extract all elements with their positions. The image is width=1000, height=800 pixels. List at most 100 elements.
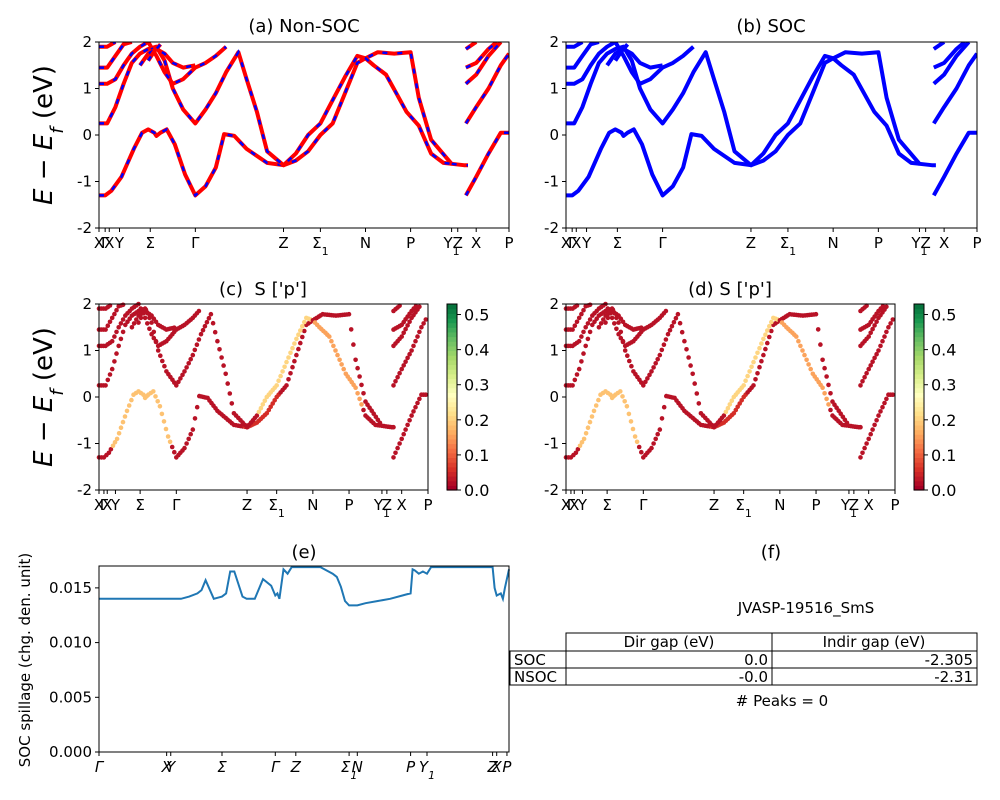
projected-point [290, 364, 295, 370]
projected-point [208, 311, 214, 317]
panel-f-gap-table: (f) JVASP-19516_SmS Dir gap (eV) Indir g… [509, 542, 978, 710]
projected-point [391, 455, 396, 460]
x-tick-label: Z [453, 234, 463, 252]
projected-point [583, 325, 588, 330]
projected-point [276, 378, 281, 384]
plot-background [99, 566, 509, 752]
colorbar-segment [914, 359, 924, 366]
y-tick-label: 0 [82, 126, 92, 144]
projected-point [579, 334, 584, 339]
projected-point [298, 340, 303, 346]
projected-point [888, 321, 893, 326]
projected-point [415, 334, 420, 339]
projected-point [393, 379, 398, 384]
projected-point [198, 331, 204, 337]
projected-point [120, 329, 126, 335]
band-line [464, 52, 509, 125]
projected-point [765, 328, 770, 333]
projected-point [124, 408, 130, 414]
x-tick-label: P [345, 496, 354, 514]
projected-point [219, 355, 224, 360]
projected-point [120, 317, 126, 322]
projected-point [570, 327, 575, 332]
projected-point [757, 345, 762, 351]
projected-point [190, 352, 196, 358]
colorbar-tick-label: 0.2 [931, 411, 956, 430]
x-tick-label: Z [746, 234, 756, 252]
projected-point [824, 374, 829, 379]
colorbar-segment [914, 452, 924, 459]
x-tick-label: Γ [568, 234, 577, 252]
projected-point [616, 331, 621, 337]
panel-e-title: (e) [291, 542, 316, 563]
y-tick-label: 0.005 [49, 688, 92, 706]
y-tick-label: 2 [549, 295, 559, 313]
projected-point [731, 411, 737, 416]
x-tick-label: Σ [135, 496, 144, 514]
colorbar-segment [914, 424, 924, 431]
projected-point [624, 404, 630, 409]
projected-point [329, 338, 334, 344]
projected-point [268, 404, 274, 410]
projected-point [591, 408, 597, 414]
projected-point [114, 329, 119, 335]
projected-point [411, 409, 416, 414]
band-line [932, 52, 977, 125]
projected-point [725, 405, 731, 411]
projected-point [112, 334, 117, 339]
projected-point [653, 361, 658, 366]
peaks-count: # Peaks = 0 [736, 692, 828, 710]
colorbar-segment [447, 392, 457, 398]
colorbar-segment [447, 383, 457, 389]
projected-point [264, 411, 270, 416]
projected-point [397, 441, 402, 446]
projected-point [587, 317, 593, 322]
projected-point [581, 436, 587, 442]
projected-point [844, 423, 849, 428]
projected-point [401, 330, 407, 336]
projected-point [163, 426, 169, 432]
table-cell: -2.305 [925, 651, 973, 669]
projected-point [639, 449, 644, 455]
colorbar-segment [914, 336, 924, 342]
x-tick-label: Γ [271, 758, 281, 776]
projected-point [872, 355, 877, 361]
projected-point [583, 431, 589, 436]
projected-point [651, 441, 656, 446]
projected-point [114, 351, 119, 356]
x-tick-label: X [94, 234, 104, 252]
scatter-points [563, 301, 896, 460]
projected-point [616, 320, 621, 325]
projected-point [215, 338, 220, 344]
projected-point [622, 399, 627, 404]
colorbar-segment [914, 434, 924, 440]
projected-point [765, 340, 770, 346]
x-tick-label: X [397, 496, 407, 514]
projected-point [138, 315, 144, 321]
x-tick-label: Z [278, 234, 288, 252]
panel-b-title: (b) SOC [736, 16, 805, 37]
colorbar-segment [447, 341, 457, 347]
projected-point [860, 450, 865, 456]
projected-point [274, 383, 280, 388]
projected-point [421, 321, 426, 326]
projected-point [160, 358, 165, 364]
projected-point [627, 358, 632, 364]
projected-point [729, 398, 735, 404]
projected-point [864, 370, 869, 376]
projected-point [745, 373, 750, 379]
projected-point [294, 352, 299, 358]
projected-point [870, 427, 875, 432]
projected-point [579, 311, 584, 317]
projected-point [655, 356, 660, 362]
projected-point [120, 302, 126, 308]
y-tick-label: -1 [77, 435, 92, 453]
band-line [613, 42, 630, 62]
projected-point [890, 317, 896, 322]
projected-point [882, 400, 887, 406]
projected-point [820, 357, 825, 363]
projected-point [300, 334, 305, 340]
colorbar-tick-label: 0.5 [931, 306, 956, 325]
x-tick-label: X [939, 234, 949, 252]
